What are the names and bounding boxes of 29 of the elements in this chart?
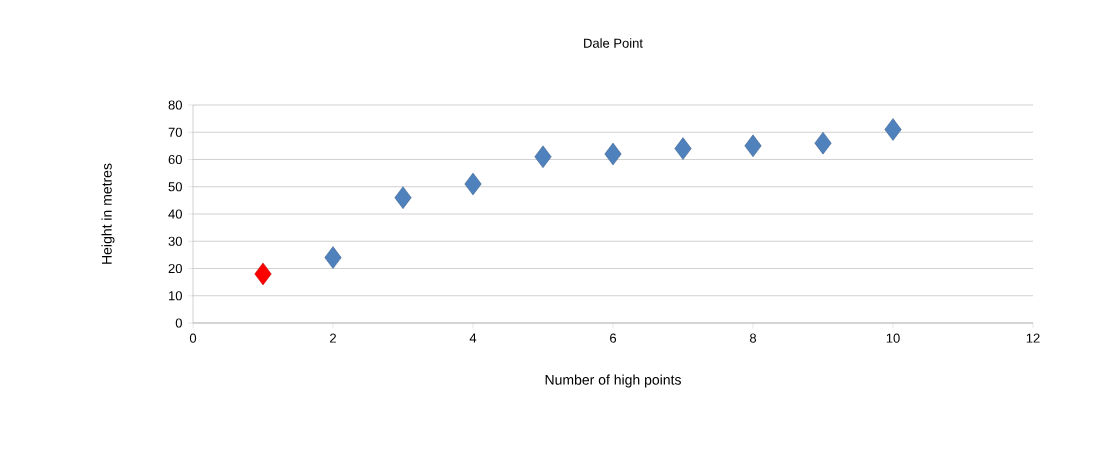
y-tick-label: 0	[175, 318, 182, 328]
point	[534, 145, 552, 169]
y-tick-label: 80	[168, 100, 182, 110]
y-axis-title: Height in metres	[101, 163, 115, 264]
point	[814, 131, 832, 155]
point	[744, 134, 762, 158]
y-tick-label: 30	[168, 236, 182, 246]
y-tick-label: 10	[169, 291, 182, 301]
point	[464, 172, 482, 196]
point	[394, 186, 412, 209]
point	[254, 262, 272, 286]
x-tick-label: 2	[330, 333, 336, 343]
y-tick-label: 20	[168, 263, 182, 274]
point	[604, 142, 622, 166]
x-tick-label: 12	[1026, 333, 1040, 343]
x-tick-label: 4	[469, 333, 477, 343]
point	[324, 246, 342, 269]
x-axis-title: Number of high points	[545, 374, 681, 388]
point	[884, 118, 902, 141]
x-tick-label: 10	[886, 333, 900, 343]
y-tick-label: 70	[168, 127, 182, 137]
x-tick-label: 0	[189, 333, 197, 343]
x-tick-label: 8	[749, 333, 757, 343]
x-tick-label: 6	[610, 333, 617, 343]
chart-title: Dale Point	[584, 38, 643, 48]
y-tick-label: 40	[168, 209, 182, 219]
y-tick-label: 60	[168, 154, 182, 165]
y-tick-label: 50	[168, 182, 182, 192]
point	[674, 137, 692, 160]
